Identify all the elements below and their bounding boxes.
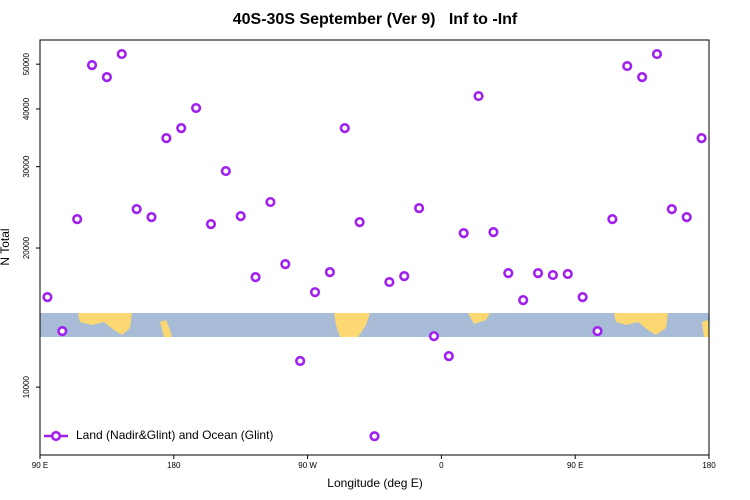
ocean (40, 313, 709, 337)
x-tick-label: 90 W (298, 461, 317, 470)
x-tick-label: 90 E (32, 461, 48, 470)
point (384, 276, 395, 288)
point (354, 216, 365, 228)
point (622, 60, 633, 72)
y-tick-label: 20000 (22, 236, 31, 259)
legend-marker (50, 430, 62, 442)
point (146, 212, 157, 223)
point (458, 228, 469, 239)
point (562, 268, 573, 280)
y-tick-label: 10000 (22, 375, 31, 398)
point (176, 122, 187, 134)
point (235, 211, 246, 222)
y-tick-label: 50000 (22, 52, 31, 75)
point (369, 431, 380, 442)
point (250, 272, 261, 283)
point (636, 71, 648, 83)
point (532, 268, 544, 279)
point (414, 203, 425, 214)
point (681, 212, 692, 223)
legend-label: Land (Nadir&Glint) and Ocean (Glint) (76, 428, 273, 442)
y-axis-label: N Total (0, 228, 12, 265)
point (577, 292, 588, 303)
point (42, 292, 53, 303)
plot-frame (39, 39, 710, 456)
land (334, 313, 370, 337)
point (220, 165, 231, 177)
point (473, 90, 484, 102)
point (518, 294, 529, 306)
point (116, 48, 127, 60)
x-tick-label: 180 (702, 461, 716, 470)
point (101, 71, 112, 83)
y-tick-label: 30000 (22, 155, 31, 178)
map-strip (40, 313, 709, 337)
point (72, 214, 83, 225)
point (339, 122, 350, 134)
x-tick-label: 90 E (567, 461, 583, 470)
land (78, 313, 132, 335)
point (651, 48, 663, 60)
point (607, 214, 618, 225)
land (160, 320, 172, 337)
point (547, 269, 559, 281)
point (443, 351, 454, 362)
point (428, 331, 440, 342)
x-tick-label: 180 (167, 461, 181, 470)
point (205, 219, 217, 230)
point (309, 287, 321, 298)
x-axis-label: Longitude (deg E) (327, 476, 422, 490)
point (57, 326, 68, 337)
point (131, 204, 142, 215)
point (191, 102, 202, 114)
land (702, 320, 709, 337)
land (468, 313, 490, 324)
point (265, 196, 276, 208)
point (696, 133, 707, 144)
point (488, 227, 499, 238)
point (86, 59, 98, 71)
point (399, 270, 410, 282)
point (503, 268, 514, 279)
point (280, 259, 291, 270)
x-tick-label: 0 (439, 461, 444, 470)
point (161, 133, 172, 144)
point (592, 326, 603, 337)
land (614, 313, 668, 335)
y-tick-label: 40000 (22, 97, 31, 120)
point (295, 355, 306, 367)
point (666, 204, 677, 215)
point (324, 266, 336, 278)
chart-title: 40S-30S September (Ver 9) Inf to -Inf (233, 11, 518, 28)
